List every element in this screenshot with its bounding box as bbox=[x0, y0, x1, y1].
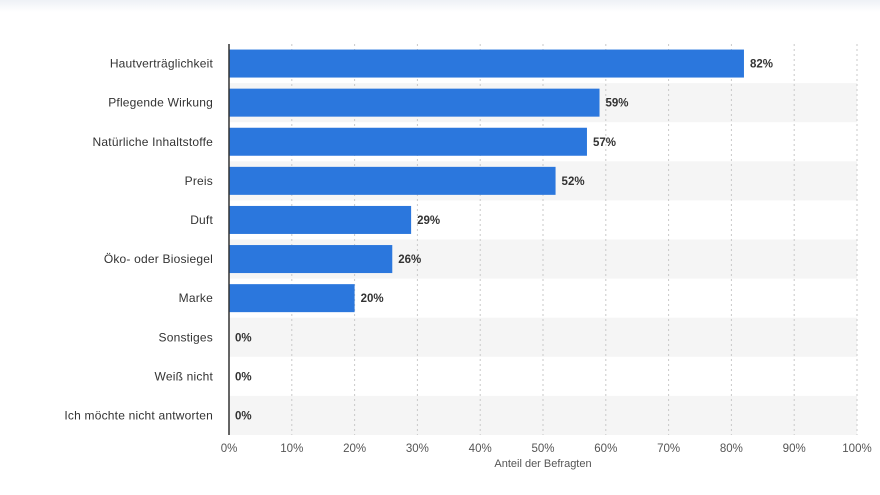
category-label: Weiß nicht bbox=[155, 369, 214, 383]
grid-lines bbox=[291, 44, 858, 435]
category-labels: Hautverträglichkeit Pflegende Wirkung Natü… bbox=[64, 57, 213, 423]
bar bbox=[229, 205, 412, 234]
category-label: Marke bbox=[179, 291, 213, 305]
bar bbox=[229, 49, 744, 78]
bar bbox=[229, 88, 600, 117]
x-tick-label: 80% bbox=[720, 443, 743, 455]
x-tick-label: 100% bbox=[842, 443, 871, 455]
value-label: 59% bbox=[606, 98, 629, 110]
value-label: 0% bbox=[235, 332, 252, 344]
value-label: 57% bbox=[593, 137, 616, 149]
value-label: 82% bbox=[750, 59, 773, 71]
top-bar bbox=[0, 0, 880, 12]
category-label: Preis bbox=[185, 174, 213, 188]
bar bbox=[229, 245, 393, 274]
category-label: Sonstiges bbox=[159, 330, 214, 344]
x-tick-label: 30% bbox=[406, 443, 429, 455]
x-tick-label: 20% bbox=[343, 443, 366, 455]
x-tick-label: 0% bbox=[221, 443, 238, 455]
x-tick-label: 90% bbox=[783, 443, 806, 455]
x-tick-label: 10% bbox=[280, 443, 303, 455]
value-label: 26% bbox=[398, 254, 421, 266]
x-tick-label: 40% bbox=[469, 443, 492, 455]
bar bbox=[229, 127, 587, 156]
bar bbox=[229, 284, 355, 313]
bar bbox=[229, 166, 556, 195]
category-label: Hautverträglichkeit bbox=[110, 57, 214, 71]
value-label: 29% bbox=[417, 215, 440, 227]
value-label: 0% bbox=[235, 371, 252, 383]
x-tick-label: 70% bbox=[657, 443, 680, 455]
bars bbox=[229, 49, 744, 313]
category-label: Duft bbox=[190, 213, 213, 227]
x-tick-label: 60% bbox=[594, 443, 617, 455]
x-tick-labels: 0% 10% 20% 30% 40% 50% 60% 70% 80% 90% 100% bbox=[221, 443, 872, 455]
x-tick-label: 50% bbox=[531, 443, 554, 455]
category-label: Ich möchte nicht antworten bbox=[64, 408, 213, 422]
x-axis-title: Anteil der Befragten bbox=[494, 458, 591, 470]
value-labels: 82% 59% 57% 52% 29% 26% 20% 0% 0% 0% bbox=[235, 59, 773, 423]
value-label: 0% bbox=[235, 410, 252, 422]
category-label: Pflegende Wirkung bbox=[108, 96, 213, 110]
category-label: Öko- oder Biosiegel bbox=[104, 252, 213, 266]
value-label: 20% bbox=[361, 293, 384, 305]
value-label: 52% bbox=[562, 176, 585, 188]
category-label: Natürliche Inhaltstoffe bbox=[93, 135, 214, 149]
